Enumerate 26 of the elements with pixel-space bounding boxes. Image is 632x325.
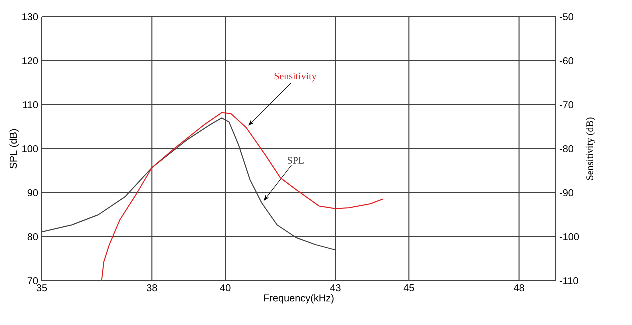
y-tick-label: 120 <box>22 57 38 65</box>
y-axis-title: SPL (dB) <box>10 129 20 169</box>
y-tick-label: 70 <box>28 277 38 285</box>
text: Sensitivity <box>274 72 317 82</box>
x-tick-label: 38 <box>146 284 158 292</box>
x-tick-label: 40 <box>220 284 231 292</box>
x-tick-label: 35 <box>36 284 48 292</box>
x-tick-label: 45 <box>404 284 414 292</box>
y-tick-label: 90 <box>28 189 38 197</box>
y-tick-label: 130 <box>22 13 38 21</box>
y2-tick-label: -50 <box>560 13 574 21</box>
y-tick-label: 100 <box>22 145 38 153</box>
x-tick-label: 43 <box>330 284 341 292</box>
x-axis-title: Frequency(kHz) <box>264 294 334 304</box>
y2-tick-label: -90 <box>560 189 574 197</box>
y2-tick-label: -60 <box>560 57 574 65</box>
line-series <box>101 112 384 282</box>
text: SPL <box>288 157 304 164</box>
y2-tick-label: -110 <box>560 277 578 285</box>
x-tick-label: 48 <box>514 284 524 292</box>
y-tick-label: 110 <box>23 101 38 109</box>
y2-tick-label: -100 <box>560 233 580 241</box>
y2-tick-label: -70 <box>560 101 574 109</box>
y2-axis-title: Sensitivity (dB) <box>586 118 596 180</box>
y2-tick-label: -80 <box>560 145 574 153</box>
y-tick-label: 80 <box>28 233 38 241</box>
